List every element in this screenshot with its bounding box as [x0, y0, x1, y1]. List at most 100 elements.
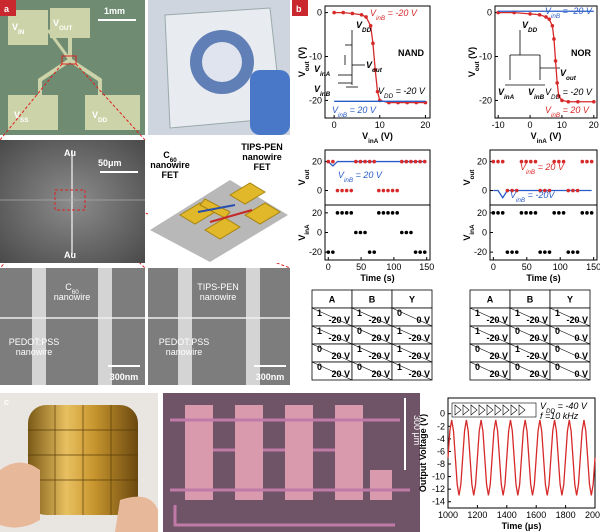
y-axis-label-main: V	[462, 179, 472, 185]
label: VIN	[12, 22, 25, 36]
zoom-box	[61, 55, 77, 65]
y-tick-label: 20	[312, 157, 322, 167]
label: Au	[64, 148, 76, 158]
x-axis-label: Time (s)	[526, 273, 560, 283]
table-logic: 1	[515, 308, 520, 318]
series-marker	[358, 230, 363, 235]
series-marker	[363, 159, 367, 164]
cell-diagonal	[351, 361, 393, 381]
logo-inner	[202, 42, 242, 82]
series-marker	[386, 211, 390, 215]
x-tick-label: 100	[386, 262, 401, 272]
y-tick-label: 0	[482, 228, 487, 238]
series-marker	[418, 250, 422, 254]
scale-label: 300 μm	[412, 415, 422, 445]
table-header: A	[487, 295, 494, 305]
x-tick-label: 0	[326, 262, 331, 272]
series-line	[447, 419, 596, 496]
circuit-label-sub: inA	[504, 94, 515, 101]
series-marker	[556, 94, 561, 98]
annotation-sub: inB	[516, 197, 525, 204]
x-tick-label: 50	[356, 262, 366, 272]
circuit-label: VinB	[314, 84, 331, 98]
table-logic: 0	[475, 344, 480, 354]
x-tick-label: 20	[589, 120, 599, 130]
annotation-sub: DD	[551, 94, 561, 101]
roll-grid	[28, 405, 138, 515]
series-marker	[422, 250, 427, 254]
table-voltage: 20 V	[371, 333, 390, 343]
label: VOUT	[53, 18, 72, 32]
table-voltage: -20 V	[486, 315, 508, 325]
series-marker	[349, 211, 354, 215]
label: FET	[162, 170, 180, 180]
table-header: Y	[409, 295, 415, 305]
series-marker	[538, 250, 542, 254]
x-tick-label: 1200	[467, 510, 487, 520]
circuit-label: VDD	[522, 20, 538, 34]
table-logic: 0	[555, 344, 560, 354]
annotation-main: V	[540, 401, 547, 411]
x-tick-label: -10	[492, 120, 505, 130]
annotation-main: V	[338, 170, 345, 180]
y-axis-label-main: V	[297, 235, 307, 241]
cell-diagonal	[509, 325, 551, 345]
label-sub: 60	[72, 289, 80, 296]
y-axis-label-rest: (V)	[297, 47, 307, 62]
y-axis-label-main: V	[297, 71, 307, 77]
x-tick-label: 0	[491, 262, 496, 272]
x-tick-label: 1800	[556, 510, 576, 520]
x-axis-label-rest: (V)	[378, 131, 393, 141]
table-logic: 0	[555, 326, 560, 336]
series-marker	[547, 188, 552, 193]
annotation: f =10 kHz	[540, 411, 579, 421]
electrode	[246, 268, 260, 385]
y-tick-label: 20	[312, 208, 322, 218]
x-tick-label: 10	[375, 120, 385, 130]
nanowire	[209, 209, 253, 223]
cell-diagonal	[351, 325, 393, 345]
series-marker	[519, 211, 524, 215]
substrate	[150, 180, 288, 262]
series-marker	[514, 250, 519, 254]
cell-diagonal	[391, 343, 433, 363]
label-box	[292, 0, 308, 16]
circuit-label-main: V	[522, 20, 529, 30]
cell-diagonal	[391, 307, 433, 327]
series-marker	[409, 159, 413, 164]
table-voltage: -20 V	[368, 315, 390, 325]
y-tick-label: -6	[437, 446, 445, 456]
y-axis-label: Output Voltage (V)	[418, 414, 428, 492]
x-tick-label: 20	[420, 120, 430, 130]
x-tick-label: 1600	[526, 510, 546, 520]
table-logic: 1	[515, 344, 520, 354]
cell-diagonal	[509, 343, 551, 363]
label-main: V	[12, 22, 18, 32]
circuit-label-main: V	[314, 64, 321, 74]
series-marker	[332, 10, 336, 15]
plot-frame	[494, 5, 598, 119]
y-axis-label-main: V	[467, 71, 477, 77]
table-voltage: 20 V	[331, 369, 350, 379]
series-line	[493, 189, 592, 199]
label: nanowire	[200, 292, 237, 302]
annotation-sub: DD	[546, 408, 556, 415]
series-marker	[367, 159, 372, 164]
annotation-rest: = 20 V	[535, 162, 565, 172]
nor-schematic	[505, 30, 560, 86]
y-tick-label: -20	[479, 95, 492, 105]
series-marker	[528, 211, 533, 215]
series-marker	[326, 159, 331, 164]
table-voltage: 20 V	[331, 351, 350, 361]
series-marker	[537, 12, 542, 17]
cell-diagonal	[549, 325, 591, 345]
inverters	[454, 404, 526, 416]
series-marker	[571, 250, 575, 254]
series-marker	[585, 211, 589, 215]
series-marker	[543, 250, 547, 254]
annotation: VDD = -40 V	[540, 401, 588, 415]
series-marker	[381, 188, 386, 193]
panel-label: b	[296, 4, 302, 14]
label: nanowire	[166, 347, 203, 357]
label-main: V	[53, 18, 59, 28]
